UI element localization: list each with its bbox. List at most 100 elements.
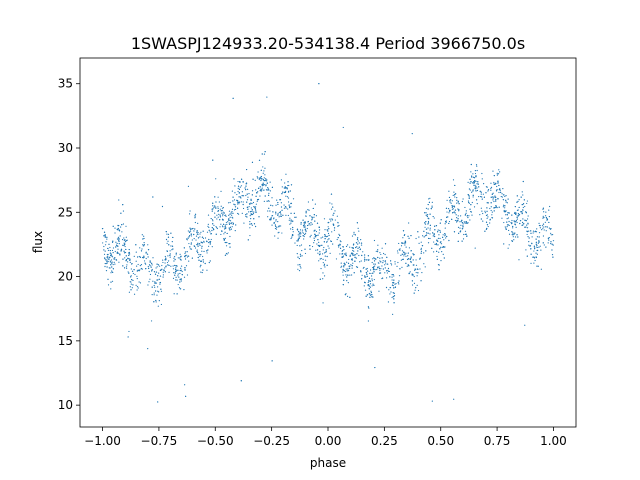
data-point (161, 264, 163, 267)
data-point (457, 226, 460, 228)
data-point (191, 228, 193, 230)
data-point (309, 248, 311, 250)
data-point (373, 263, 375, 265)
chart-title: 1SWASPJ124933.20-534138.4 Period 3966750… (131, 34, 525, 53)
data-point (526, 202, 528, 205)
data-point (275, 213, 277, 215)
data-point (503, 209, 505, 212)
data-point (266, 180, 268, 182)
data-point (214, 196, 216, 198)
data-point (299, 264, 301, 266)
data-point (260, 178, 262, 180)
data-point (125, 240, 127, 242)
data-point (106, 236, 108, 238)
data-point (531, 243, 533, 245)
data-point (495, 182, 497, 185)
data-point (327, 245, 329, 247)
data-point (290, 222, 292, 224)
data-point (291, 236, 293, 238)
data-point (525, 220, 527, 222)
data-point (427, 232, 429, 234)
data-point (444, 235, 446, 237)
data-point (543, 229, 545, 231)
data-point (156, 263, 158, 265)
data-point (149, 265, 151, 267)
data-point (358, 246, 360, 248)
data-point (206, 231, 209, 233)
data-point (550, 242, 552, 245)
data-point (148, 281, 150, 283)
data-point (415, 271, 417, 274)
data-point (197, 256, 199, 259)
data-point (371, 280, 373, 282)
data-point (379, 269, 381, 271)
data-point (433, 241, 435, 243)
data-point (388, 289, 390, 291)
data-point (353, 231, 355, 233)
data-point (180, 259, 182, 261)
data-point (252, 178, 254, 180)
data-point (345, 268, 347, 270)
data-point (233, 199, 236, 201)
data-point (186, 256, 188, 258)
data-point (456, 202, 458, 204)
data-point (533, 262, 535, 264)
data-point (378, 290, 380, 292)
data-point (548, 209, 550, 211)
data-point (477, 181, 479, 183)
data-point (200, 271, 202, 273)
data-point (108, 257, 110, 259)
data-point (256, 200, 258, 202)
data-point (111, 262, 113, 264)
data-point (148, 264, 151, 266)
data-point (395, 283, 397, 285)
data-point (474, 186, 476, 188)
data-point (302, 232, 305, 234)
data-point (484, 212, 487, 214)
data-point (194, 213, 197, 215)
data-point (328, 247, 330, 249)
data-point (318, 229, 321, 231)
data-point (527, 236, 529, 238)
data-point (408, 265, 410, 267)
data-point (258, 178, 260, 181)
data-point (542, 207, 545, 209)
data-point (185, 395, 187, 397)
data-point (393, 298, 395, 300)
data-point (414, 289, 416, 291)
data-point (482, 193, 484, 195)
data-point (117, 227, 119, 230)
data-point (371, 278, 373, 280)
data-point (229, 226, 232, 228)
data-point (328, 234, 330, 237)
data-point (367, 281, 369, 284)
data-point (466, 222, 468, 224)
data-point (508, 244, 510, 246)
data-point (385, 277, 388, 279)
data-point (110, 288, 112, 290)
data-point (211, 219, 214, 221)
data-point (533, 257, 536, 259)
data-point (331, 219, 334, 221)
data-point (372, 272, 374, 274)
data-point (116, 238, 119, 240)
data-point (431, 205, 433, 207)
data-point (468, 197, 470, 199)
data-point (204, 262, 206, 265)
data-point (228, 223, 231, 226)
data-point (342, 255, 345, 257)
data-point (231, 214, 233, 216)
data-point (237, 213, 240, 215)
x-tick-label: 1.00 (540, 434, 567, 448)
data-point (517, 236, 519, 238)
data-point (237, 185, 240, 187)
data-point (108, 243, 110, 245)
data-point (232, 222, 235, 224)
data-point (234, 208, 237, 211)
data-point (279, 211, 282, 213)
data-point (229, 235, 231, 238)
data-point (485, 214, 488, 217)
data-point (520, 211, 522, 213)
data-point (376, 251, 379, 253)
data-point (407, 252, 409, 254)
